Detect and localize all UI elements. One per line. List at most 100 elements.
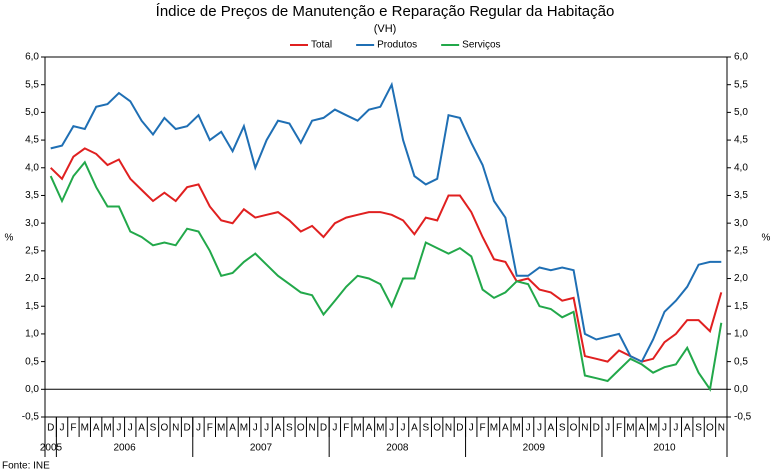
x-tick-label: M bbox=[376, 423, 384, 434]
x-tick-label: J bbox=[60, 423, 65, 434]
x-tick-label: S bbox=[286, 423, 293, 434]
x-tick-label: A bbox=[502, 423, 509, 434]
x-tick-label: F bbox=[616, 423, 622, 434]
x-tick-label: M bbox=[626, 423, 634, 434]
year-label: 2010 bbox=[653, 443, 676, 454]
x-tick-label: N bbox=[581, 423, 588, 434]
x-tick-label: J bbox=[605, 423, 610, 434]
x-tick-label: N bbox=[308, 423, 315, 434]
x-tick-label: N bbox=[172, 423, 179, 434]
source: Fonte: INE bbox=[2, 461, 50, 472]
y2-axis-label: % bbox=[762, 233, 771, 244]
y2-tick-label: 1,0 bbox=[734, 329, 748, 340]
y2-tick-label: 3,0 bbox=[734, 218, 748, 229]
x-tick-label: A bbox=[411, 423, 418, 434]
x-tick-label: D bbox=[320, 423, 327, 434]
series-line bbox=[50, 81, 722, 363]
x-tick-label: F bbox=[70, 423, 76, 434]
x-tick-label: S bbox=[559, 423, 566, 434]
x-tick-label: M bbox=[103, 423, 111, 434]
y2-tick-label: 2,0 bbox=[734, 273, 748, 284]
y2-tick-label: -0,5 bbox=[734, 412, 752, 423]
y-tick-label: 1,5 bbox=[25, 301, 39, 312]
legend-label: Produtos bbox=[377, 40, 417, 51]
x-tick-label: M bbox=[649, 423, 657, 434]
x-tick-label: O bbox=[706, 423, 714, 434]
y2-tick-label: 3,5 bbox=[734, 190, 748, 201]
series-line bbox=[50, 147, 723, 363]
y-tick-label: 2,5 bbox=[25, 245, 39, 256]
x-tick-label: M bbox=[217, 423, 225, 434]
x-tick-label: J bbox=[389, 423, 394, 434]
y-tick-label: 0,5 bbox=[25, 356, 39, 367]
x-tick-label: M bbox=[81, 423, 89, 434]
year-label: 2007 bbox=[250, 443, 273, 454]
x-tick-label: S bbox=[422, 423, 429, 434]
y-axis-label: % bbox=[5, 233, 14, 244]
x-tick-label: O bbox=[433, 423, 441, 434]
x-tick-label: F bbox=[207, 423, 213, 434]
x-tick-label: A bbox=[684, 423, 691, 434]
x-tick-label: D bbox=[456, 423, 463, 434]
y2-tick-label: 5,5 bbox=[734, 79, 748, 90]
year-label: 2008 bbox=[386, 443, 409, 454]
x-tick-label: J bbox=[264, 423, 269, 434]
x-tick-label: A bbox=[638, 423, 645, 434]
x-tick-label: M bbox=[353, 423, 361, 434]
y-tick-label: -0,5 bbox=[22, 412, 40, 423]
x-tick-label: O bbox=[297, 423, 305, 434]
y2-tick-label: 4,5 bbox=[734, 135, 748, 146]
x-tick-label: M bbox=[513, 423, 521, 434]
y-tick-label: 5,0 bbox=[25, 107, 39, 118]
year-label: 2006 bbox=[113, 443, 136, 454]
x-tick-label: J bbox=[128, 423, 133, 434]
x-tick-label: S bbox=[150, 423, 157, 434]
y-tick-label: 2,0 bbox=[25, 273, 39, 284]
y-tick-label: 6,0 bbox=[25, 52, 39, 63]
y-tick-label: 4,5 bbox=[25, 135, 39, 146]
x-tick-label: J bbox=[526, 423, 531, 434]
x-tick-label: D bbox=[183, 423, 190, 434]
x-tick-label: M bbox=[240, 423, 248, 434]
y2-tick-label: 2,5 bbox=[734, 245, 748, 256]
x-tick-label: A bbox=[275, 423, 282, 434]
x-tick-label: J bbox=[253, 423, 258, 434]
x-tick-label: F bbox=[480, 423, 486, 434]
y2-tick-label: 4,0 bbox=[734, 162, 748, 173]
legend-label: Total bbox=[311, 40, 332, 51]
y-tick-label: 1,0 bbox=[25, 329, 39, 340]
x-tick-label: D bbox=[593, 423, 600, 434]
y-tick-label: 3,0 bbox=[25, 218, 39, 229]
x-tick-label: A bbox=[547, 423, 554, 434]
x-tick-label: J bbox=[332, 423, 337, 434]
x-tick-label: M bbox=[490, 423, 498, 434]
y2-tick-label: 6,0 bbox=[734, 52, 748, 63]
x-tick-label: N bbox=[445, 423, 452, 434]
x-tick-label: A bbox=[229, 423, 236, 434]
x-tick-label: J bbox=[469, 423, 474, 434]
x-tick-label: D bbox=[47, 423, 54, 434]
y-tick-label: 5,5 bbox=[25, 79, 39, 90]
x-tick-label: A bbox=[93, 423, 100, 434]
y-tick-label: 0,0 bbox=[25, 384, 39, 395]
y-tick-label: 3,5 bbox=[25, 190, 39, 201]
x-tick-label: S bbox=[695, 423, 702, 434]
y2-tick-label: 0,0 bbox=[734, 384, 748, 395]
x-tick-label: J bbox=[537, 423, 542, 434]
y2-tick-label: 0,5 bbox=[734, 356, 748, 367]
x-tick-label: J bbox=[662, 423, 667, 434]
chart-subtitle: (VH) bbox=[374, 23, 397, 35]
x-tick-label: A bbox=[138, 423, 145, 434]
year-label: 2005 bbox=[40, 443, 63, 454]
x-tick-label: F bbox=[343, 423, 349, 434]
y-tick-label: 4,0 bbox=[25, 162, 39, 173]
year-label: 2009 bbox=[523, 443, 546, 454]
x-tick-label: J bbox=[401, 423, 406, 434]
legend-label: Serviços bbox=[462, 40, 500, 51]
chart-title: Índice de Preços de Manutenção e Reparaç… bbox=[156, 3, 615, 20]
x-tick-label: J bbox=[196, 423, 201, 434]
x-tick-label: O bbox=[160, 423, 168, 434]
y2-tick-label: 5,0 bbox=[734, 107, 748, 118]
series-line bbox=[49, 160, 723, 392]
